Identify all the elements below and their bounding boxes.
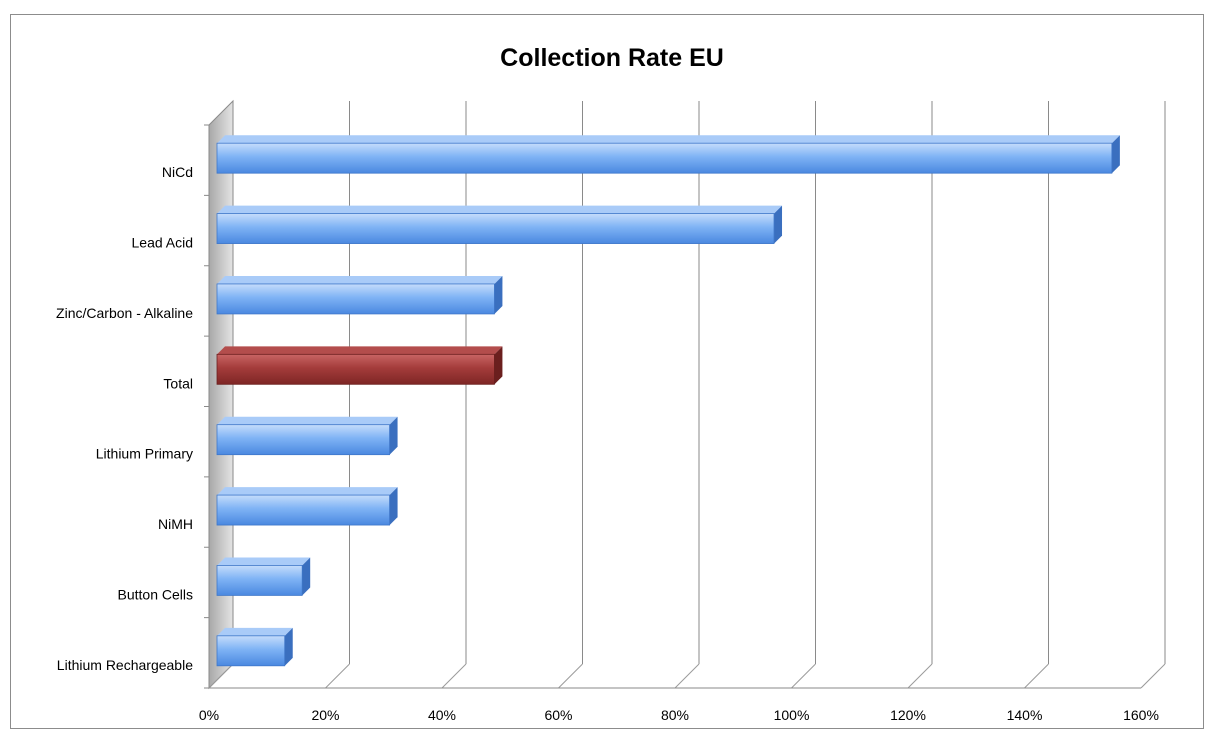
bar-top-face: [217, 487, 398, 496]
x-tick-label: 140%: [1007, 707, 1043, 723]
bar-side-face: [389, 416, 398, 455]
y-tick-label: Button Cells: [118, 586, 193, 602]
y-tick-label: Total: [163, 375, 193, 391]
x-tick-label: 0%: [199, 707, 219, 723]
y-tick-label: Lead Acid: [132, 235, 194, 251]
floor-gridline: [208, 663, 234, 689]
floor-gridline: [674, 663, 700, 689]
bar: [216, 205, 783, 244]
bar-front-face: [216, 565, 303, 596]
y-tick-label: Lithium Primary: [96, 446, 193, 462]
x-tick-label: 100%: [774, 707, 810, 723]
y-tick-label: Lithium Rechargeable: [57, 657, 193, 673]
chart-frame: [10, 14, 1204, 729]
bar-top-face: [217, 627, 293, 636]
x-tick-label: 20%: [311, 707, 339, 723]
bar: [216, 416, 398, 456]
floor-gridline: [441, 663, 467, 689]
bar-front-face: [216, 283, 495, 315]
bar-side-face: [494, 346, 503, 385]
bar-front-face: [216, 424, 390, 456]
floor-gridline: [907, 663, 933, 689]
x-tick-label: 120%: [890, 707, 926, 723]
bar-side-face: [1111, 135, 1120, 174]
bar-side-face: [389, 487, 398, 526]
bar-front-face: [216, 142, 1113, 174]
side-wall: [208, 99, 234, 690]
x-tick-label: 40%: [428, 707, 456, 723]
floor-gridline: [325, 663, 350, 689]
bar-side-face: [494, 275, 503, 314]
bar-side-face: [774, 205, 783, 244]
bar-top-face: [217, 205, 783, 214]
bar: [216, 557, 311, 596]
x-tick-label: 60%: [544, 707, 572, 723]
bar-side-face: [302, 557, 311, 596]
floor-gridline: [1140, 663, 1166, 689]
bar-highlight: [216, 353, 495, 385]
floor-gridline: [558, 663, 583, 689]
bar-top-face: [217, 346, 503, 355]
chart-title: Collection Rate EU: [500, 44, 724, 72]
bar: [216, 346, 503, 385]
plot-area: 0% 20% 40% 60% 80% 100% 120% 140% 160% NiCd Lead A…: [56, 99, 1166, 723]
bar-front-face: [216, 635, 286, 667]
bar-front-face: [216, 494, 390, 526]
bar-top-face: [217, 275, 503, 284]
bar: [216, 627, 293, 667]
x-tick-label: 160%: [1123, 707, 1159, 723]
bar: [216, 487, 398, 526]
bar-side-face: [284, 627, 293, 666]
bar-top-face: [217, 135, 1120, 144]
bar: [216, 135, 1120, 174]
bar: [216, 275, 503, 315]
y-tick-label: NiMH: [158, 516, 193, 532]
x-tick-label: 80%: [661, 707, 689, 723]
bar-front-face: [216, 213, 775, 244]
y-tick-label: Zinc/Carbon - Alkaline: [56, 305, 193, 321]
bar-top-face: [217, 557, 311, 566]
floor-gridline: [791, 663, 816, 689]
bar-top-face: [217, 416, 398, 425]
y-tick-label: NiCd: [162, 164, 193, 180]
floor-gridline: [1024, 663, 1049, 689]
